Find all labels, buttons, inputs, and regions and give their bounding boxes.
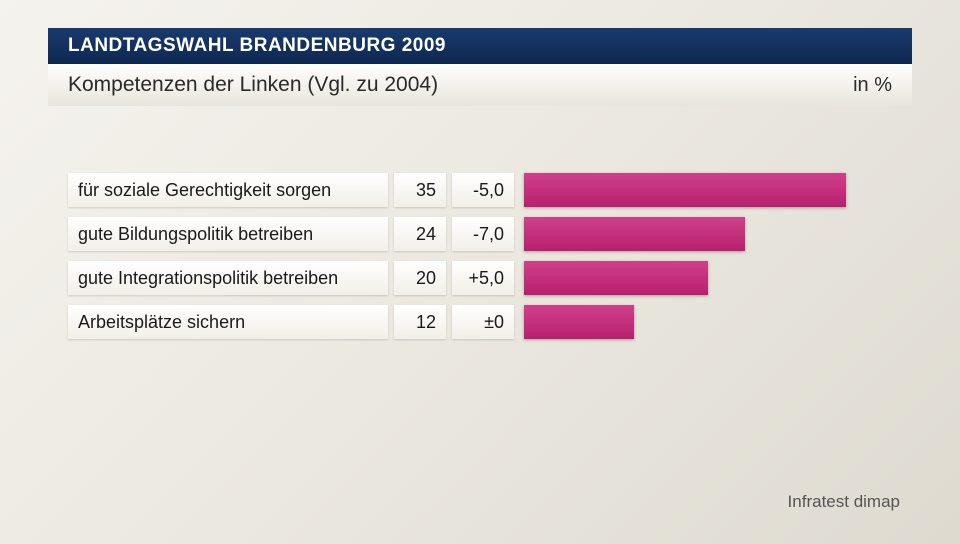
table-row: für soziale Gerechtigkeit sorgen 35 -5,0: [68, 170, 892, 210]
row-change: ±0: [452, 305, 514, 339]
bar: [524, 217, 745, 251]
source-label: Infratest dimap: [788, 492, 900, 512]
row-change: -7,0: [452, 217, 514, 251]
row-value: 12: [394, 305, 446, 339]
bar: [524, 261, 708, 295]
table-row: gute Integrationspolitik betreiben 20 +5…: [68, 258, 892, 298]
row-label: gute Bildungspolitik betreiben: [68, 217, 388, 251]
row-label: Arbeitsplätze sichern: [68, 305, 388, 339]
row-value: 24: [394, 217, 446, 251]
bar: [524, 173, 846, 207]
subheader-subtitle: Kompetenzen der Linken (Vgl. zu 2004): [68, 73, 438, 97]
bar-container: [524, 217, 892, 251]
bar-container: [524, 261, 892, 295]
subheader-band: Kompetenzen der Linken (Vgl. zu 2004) in…: [48, 64, 912, 106]
bar: [524, 305, 634, 339]
bar-container: [524, 173, 892, 207]
header-band: LANDTAGSWAHL BRANDENBURG 2009: [48, 28, 912, 64]
row-label: gute Integrationspolitik betreiben: [68, 261, 388, 295]
row-value: 35: [394, 173, 446, 207]
bar-container: [524, 305, 892, 339]
row-label: für soziale Gerechtigkeit sorgen: [68, 173, 388, 207]
header-title: LANDTAGSWAHL BRANDENBURG 2009: [68, 35, 446, 57]
row-change: -5,0: [452, 173, 514, 207]
table-row: gute Bildungspolitik betreiben 24 -7,0: [68, 214, 892, 254]
chart-area: für soziale Gerechtigkeit sorgen 35 -5,0…: [68, 170, 892, 346]
table-row: Arbeitsplätze sichern 12 ±0: [68, 302, 892, 342]
row-change: +5,0: [452, 261, 514, 295]
row-value: 20: [394, 261, 446, 295]
subheader-unit: in %: [853, 74, 892, 97]
